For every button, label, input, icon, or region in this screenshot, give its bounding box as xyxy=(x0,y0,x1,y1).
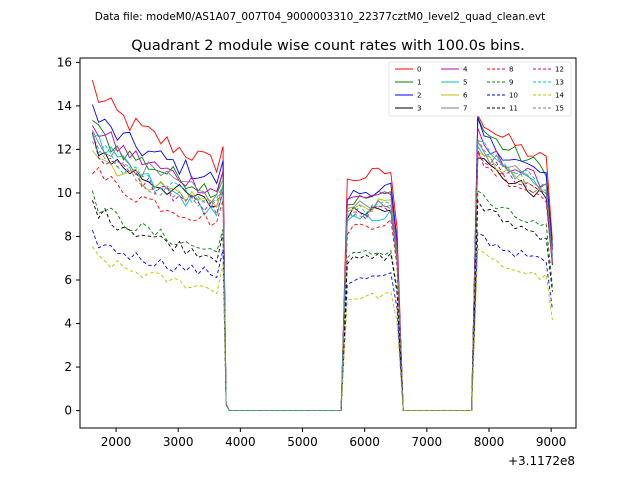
series-line-15 xyxy=(91,134,553,412)
figure-suptitle: Data file: modeM0/AS1A07_007T04_90000033… xyxy=(95,11,546,23)
series-line-8 xyxy=(92,149,553,412)
y-axis: 0 2 4 6 8 10 12 14 16 xyxy=(57,55,80,418)
series-line-11 xyxy=(91,199,553,412)
legend-label-6: 6 xyxy=(463,92,468,100)
legend-label-1: 1 xyxy=(417,79,421,87)
x-offset-label: +3.1172e8 xyxy=(508,454,575,468)
legend-frame xyxy=(388,61,572,117)
legend-label-14: 14 xyxy=(555,92,564,100)
legend-label-3: 3 xyxy=(417,105,421,113)
legend-label-12: 12 xyxy=(555,66,564,74)
legend-label-10: 10 xyxy=(509,92,518,100)
x-tick-label: 2000 xyxy=(101,435,132,449)
plot-frame xyxy=(79,57,577,429)
x-tick-label: 6000 xyxy=(349,435,380,449)
legend-label-2: 2 xyxy=(417,92,421,100)
legend-label-8: 8 xyxy=(509,66,513,74)
x-tick-label: 5000 xyxy=(287,435,318,449)
y-tick-label: 10 xyxy=(57,186,72,200)
series-line-5 xyxy=(92,134,553,412)
legend-label-15: 15 xyxy=(555,105,564,113)
series-line-3 xyxy=(91,132,553,412)
series-line-10 xyxy=(91,229,553,412)
legend-label-4: 4 xyxy=(463,66,468,74)
legend-label-11: 11 xyxy=(509,105,518,113)
legend-label-0: 0 xyxy=(417,66,421,74)
y-tick-label: 4 xyxy=(64,317,72,331)
y-tick-label: 8 xyxy=(64,229,72,243)
series-line-14 xyxy=(92,246,553,412)
y-tick-label: 16 xyxy=(57,55,72,69)
y-tick-label: 0 xyxy=(64,404,72,418)
y-tick-label: 2 xyxy=(64,360,72,374)
legend-label-9: 9 xyxy=(509,79,513,87)
x-tick-label: 8000 xyxy=(474,435,505,449)
x-tick-label: 4000 xyxy=(225,435,256,449)
legend-label-5: 5 xyxy=(463,79,467,87)
y-tick-label: 6 xyxy=(64,273,72,287)
y-tick-label: 14 xyxy=(57,99,72,113)
series-line-9 xyxy=(91,189,553,412)
x-tick-label: 7000 xyxy=(412,435,443,449)
legend-label-7: 7 xyxy=(463,105,467,113)
x-tick-label: 9000 xyxy=(536,435,567,449)
x-tick-label: 3000 xyxy=(163,435,194,449)
series-line-4 xyxy=(92,125,553,412)
series-layer xyxy=(91,79,553,412)
series-line-6 xyxy=(92,150,553,412)
chart-title: Quadrant 2 module wise count rates with … xyxy=(131,38,525,54)
legend-label-13: 13 xyxy=(555,79,564,87)
x-axis: 2000 3000 4000 5000 6000 7000 8000 9000 xyxy=(101,428,567,449)
y-tick-label: 12 xyxy=(57,142,72,156)
